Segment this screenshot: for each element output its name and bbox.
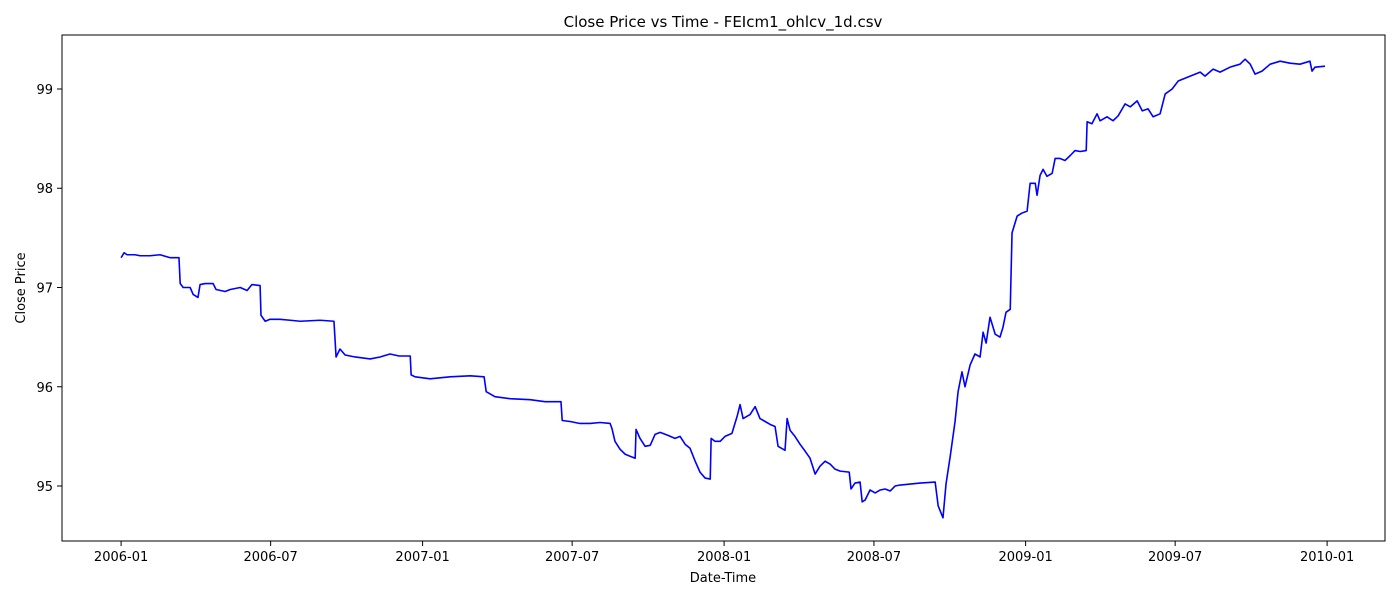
chart-title: Close Price vs Time - FEIcm1_ohlcv_1d.cs… [564, 13, 883, 32]
x-tick-label: 2006-07 [243, 550, 297, 565]
x-tick-label: 2006-01 [94, 550, 148, 565]
y-tick-label: 95 [36, 480, 53, 495]
y-tick-label: 98 [36, 182, 53, 197]
y-tick-label: 96 [36, 381, 53, 396]
y-tick-label: 99 [36, 83, 53, 98]
x-tick-label: 2007-07 [545, 550, 599, 565]
x-tick-label: 2007-01 [395, 550, 449, 565]
x-tick-label: 2009-01 [998, 550, 1052, 565]
x-tick-label: 2009-07 [1148, 550, 1202, 565]
y-axis-label: Close Price [14, 252, 29, 323]
x-axis-label: Date-Time [690, 571, 756, 586]
x-tick-label: 2008-01 [697, 550, 751, 565]
x-tick-label: 2010-01 [1300, 550, 1354, 565]
x-tick-label: 2008-07 [847, 550, 901, 565]
price-line [120, 58, 1326, 519]
y-tick-label: 97 [36, 282, 53, 297]
